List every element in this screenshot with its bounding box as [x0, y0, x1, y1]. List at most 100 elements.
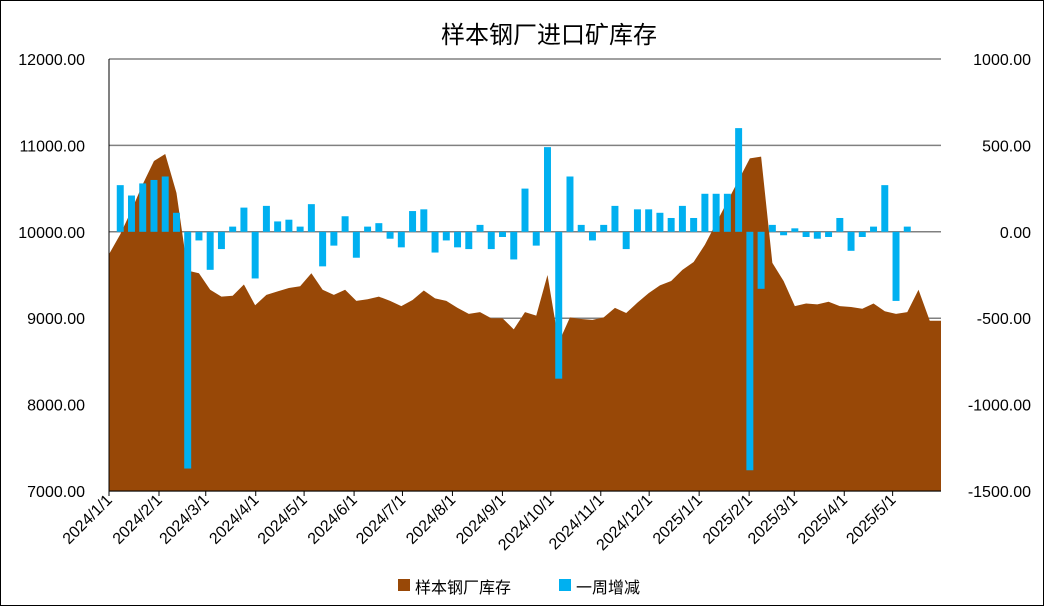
weekly-change-bar [633, 209, 641, 232]
weekly-change-bar [397, 231, 405, 248]
inventory-area [109, 154, 941, 492]
weekly-change-bar [656, 212, 664, 232]
weekly-change-bar [206, 231, 214, 270]
weekly-change-bar [892, 231, 900, 301]
right-tick-label: 500.00 [982, 138, 1031, 155]
weekly-change-bar [217, 231, 225, 250]
weekly-change-bar [319, 231, 327, 267]
weekly-change-bar [330, 231, 338, 246]
weekly-change-bar [690, 217, 698, 232]
weekly-change-bar [341, 216, 349, 232]
weekly-change-bar [521, 188, 529, 232]
weekly-change-bar [116, 185, 124, 232]
weekly-change-bar [645, 209, 653, 232]
weekly-change-bar [161, 176, 169, 232]
weekly-change-bar [712, 193, 720, 232]
x-tick-label: 2025/4/1 [795, 492, 851, 548]
weekly-change-bar [757, 231, 765, 289]
x-tick-label: 2024/5/1 [255, 492, 311, 548]
weekly-change-bar [611, 205, 619, 232]
weekly-change-bar [600, 224, 608, 232]
x-tick-label: 2024/4/1 [206, 492, 262, 548]
weekly-change-bar [128, 195, 135, 232]
weekly-change-bar [780, 231, 788, 236]
weekly-change-bar [588, 231, 596, 241]
weekly-change-bar [768, 224, 776, 232]
weekly-change-bar [678, 205, 686, 232]
x-tick-label: 2024/6/1 [305, 492, 361, 548]
weekly-change-bar [544, 147, 551, 232]
weekly-change-bar [847, 231, 855, 251]
weekly-change-bar [454, 231, 462, 248]
weekly-change-bar [735, 128, 743, 232]
right-tick-label: -500.00 [977, 311, 1031, 328]
weekly-change-bar [566, 176, 574, 232]
left-axis-ticks: 12000.00 11000.00 10000.00 9000.00 8000.00 70… [18, 52, 85, 501]
x-tick-label: 2025/3/1 [745, 492, 801, 548]
right-tick-label: 1000.00 [973, 52, 1031, 69]
x-tick-label: 2025/1/1 [650, 492, 706, 548]
legend-label-inventory: 样本钢厂库存 [415, 578, 511, 597]
right-tick-label: 0.00 [1000, 225, 1031, 242]
legend-label-weekly-change: 一周增减 [576, 578, 640, 597]
right-tick-label: -1000.00 [968, 398, 1031, 415]
weekly-change-bar [375, 223, 383, 232]
left-tick-label: 11000.00 [19, 138, 85, 155]
legend: 样本钢厂库存 一周增减 [398, 578, 640, 597]
weekly-change-bar [881, 185, 889, 232]
weekly-change-bar [229, 226, 237, 232]
weekly-change-bar [746, 231, 754, 471]
x-tick-label: 2024/2/1 [110, 492, 166, 548]
weekly-change-bar [172, 212, 180, 232]
weekly-change-bar [701, 193, 709, 232]
weekly-change-bar [791, 228, 799, 232]
weekly-change-bar [802, 231, 810, 237]
weekly-change-bar [465, 231, 473, 250]
right-tick-label: -1500.00 [968, 484, 1031, 501]
weekly-change-bar [364, 226, 372, 232]
weekly-change-bar [723, 193, 731, 232]
weekly-change-bar [487, 231, 495, 250]
weekly-change-bar [577, 224, 585, 232]
left-tick-label: 8000.00 [27, 398, 85, 415]
weekly-change-bar [285, 219, 293, 232]
weekly-change-bar [420, 209, 428, 232]
weekly-change-bar [836, 217, 844, 232]
x-tick-label: 2025/5/1 [843, 492, 899, 548]
weekly-change-bar [476, 224, 484, 232]
weekly-change-bar [532, 231, 540, 246]
weekly-change-bar [409, 211, 417, 232]
weekly-change-bars [116, 128, 911, 471]
weekly-change-bar [870, 226, 878, 232]
inventory-area-layer [109, 154, 941, 492]
x-tick-label: 2024/3/1 [157, 492, 213, 548]
weekly-change-bar [262, 205, 270, 232]
weekly-change-bar [150, 179, 158, 232]
x-axis-ticks: 2024/1/12024/2/12024/3/12024/4/12024/5/1… [60, 491, 900, 554]
weekly-change-bar [667, 217, 675, 232]
left-tick-label: 7000.00 [27, 484, 85, 501]
left-tick-label: 10000.00 [18, 225, 85, 242]
weekly-change-bar [251, 231, 259, 279]
axes [108, 59, 941, 492]
weekly-change-bar [499, 231, 506, 237]
weekly-change-bar [296, 226, 304, 232]
weekly-change-bar [622, 231, 630, 250]
weekly-change-bar [352, 231, 360, 258]
legend-swatch-weekly-change [559, 579, 571, 591]
weekly-change-bar [555, 231, 563, 379]
chart-title: 样本钢厂进口矿库存 [441, 21, 657, 49]
weekly-change-bar [442, 231, 450, 241]
weekly-change-bar [813, 231, 821, 239]
weekly-change-bar [903, 226, 911, 232]
right-axis-ticks: 1000.00 500.00 0.00 -500.00 -1000.00 -1500.00 [968, 52, 1031, 501]
weekly-change-bar [386, 231, 394, 239]
weekly-change-bar [431, 231, 439, 253]
weekly-change-bar [274, 221, 282, 232]
x-tick-label: 2024/8/1 [403, 492, 459, 548]
legend-swatch-inventory [398, 579, 410, 591]
weekly-change-bar [307, 204, 315, 232]
x-tick-label: 2024/7/1 [353, 492, 409, 548]
